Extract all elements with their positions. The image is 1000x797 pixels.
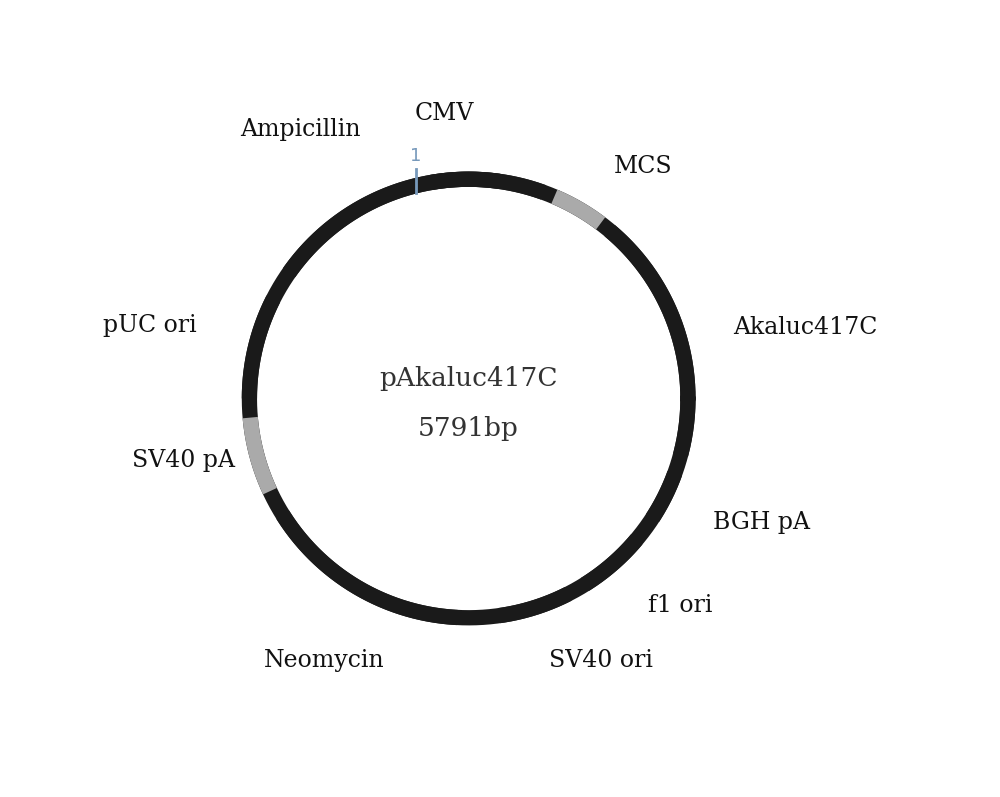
Text: BGH pA: BGH pA [713,512,810,535]
Text: 1: 1 [410,147,421,165]
Text: CMV: CMV [415,103,474,125]
Text: SV40 ori: SV40 ori [549,649,653,672]
Text: MCS: MCS [614,155,673,178]
Text: f1 ori: f1 ori [648,594,713,617]
Text: pUC ori: pUC ori [103,314,196,337]
Text: pAkaluc417C: pAkaluc417C [379,367,558,391]
Text: Ampicillin: Ampicillin [240,118,360,141]
Text: 5791bp: 5791bp [418,416,519,441]
Text: Neomycin: Neomycin [263,650,384,673]
Text: Akaluc417C: Akaluc417C [733,316,878,339]
Text: SV40 pA: SV40 pA [132,449,235,472]
